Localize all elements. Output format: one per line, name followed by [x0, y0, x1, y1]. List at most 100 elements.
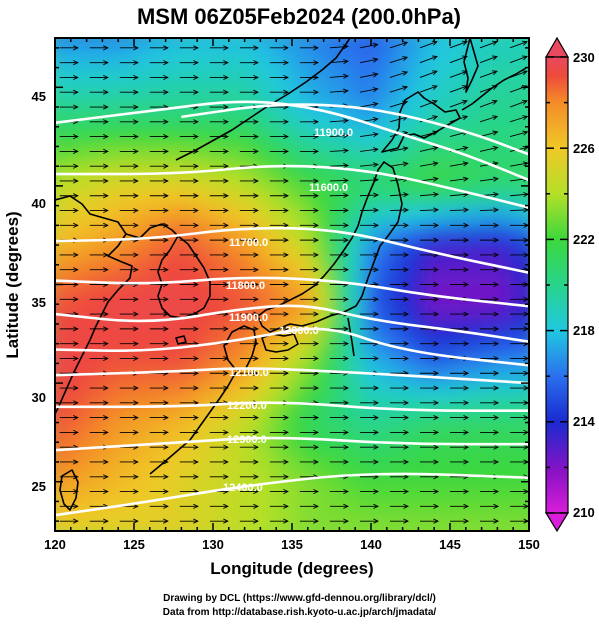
height-contour-line: [55, 100, 529, 182]
wind-arrow-head: [373, 326, 379, 332]
temperature-cell: [157, 383, 175, 404]
wind-arrow-head: [133, 474, 139, 480]
wind-arrow-head: [133, 341, 139, 347]
temperature-cell: [55, 521, 64, 531]
temperature-cell: [505, 107, 523, 128]
temperature-cell: [347, 422, 365, 444]
wind-arrow-head: [163, 385, 169, 391]
temperature-cell: [521, 126, 529, 148]
contour-label: 11800.0: [226, 280, 265, 292]
wind-arrow-head: [403, 281, 409, 288]
wind-arrow-shaft: [479, 85, 498, 93]
temperature-cell: [62, 245, 80, 266]
temperature-cell: [284, 402, 301, 424]
y-tick-labels: 25 30 35 40 45: [32, 89, 46, 494]
temperature-cell: [410, 284, 428, 306]
temperature-cell: [205, 225, 222, 247]
temperature-cell: [205, 501, 222, 523]
temperature-cell: [126, 422, 143, 444]
temperature-cell: [378, 323, 396, 345]
temperature-cell: [236, 343, 254, 365]
wind-arrow-head: [343, 296, 349, 302]
wind-arrow-head: [463, 385, 470, 391]
wind-arrow-head: [343, 415, 349, 421]
temperature-cell: [410, 185, 428, 207]
wind-arrow-head: [223, 415, 229, 421]
temperature-cell: [141, 461, 159, 483]
wind-arrow-head: [402, 41, 409, 47]
temperature-cell: [55, 402, 64, 424]
x-tick-labels: 120 125 130 135 140 145 150: [44, 537, 540, 552]
temperature-cell: [268, 245, 286, 266]
wind-arrow-head: [313, 148, 319, 154]
temperature-cell: [315, 521, 333, 531]
temperature-cell: [331, 402, 349, 424]
temperature-cell: [378, 343, 396, 365]
temperature-cell: [394, 67, 412, 89]
temperature-cell: [268, 402, 286, 424]
wind-arrow-shaft: [509, 162, 528, 167]
temperature-cell: [299, 481, 317, 503]
temperature-cell: [315, 87, 333, 109]
wind-arrow-head: [73, 503, 79, 509]
temperature-cell: [236, 501, 254, 523]
wind-arrow-head: [163, 459, 169, 465]
contour-label: 12200.0: [227, 400, 267, 412]
wind-arrow-head: [73, 134, 79, 140]
wind-arrow-head: [193, 207, 199, 214]
wind-arrow-head: [283, 296, 289, 302]
temperature-cell: [78, 107, 96, 128]
temperature-cell: [473, 245, 491, 266]
temperature-cell: [410, 343, 428, 365]
temperature-cell: [363, 245, 380, 266]
wind-arrow-head: [253, 178, 259, 184]
temperature-cell: [252, 521, 270, 531]
temperature-cell: [331, 323, 349, 345]
wind-arrow-head: [313, 488, 319, 495]
wind-arrow-shaft: [419, 162, 438, 167]
wind-arrow-head: [163, 474, 169, 480]
wind-arrow-shaft: [509, 131, 528, 138]
wind-arrow-head: [431, 85, 438, 90]
wind-arrow-head: [283, 518, 289, 524]
temperature-cell: [110, 87, 128, 109]
temperature-cell: [299, 38, 317, 49]
wind-arrow-head: [402, 161, 409, 167]
wind-arrow-head: [463, 370, 470, 376]
temperature-cell: [173, 185, 191, 207]
wind-arrow-head: [73, 148, 79, 154]
wind-arrow-shaft: [510, 193, 529, 197]
temperature-cell: [220, 126, 238, 148]
wind-arrow-head: [373, 355, 379, 362]
temperature-cell: [363, 166, 380, 187]
temperature-cell: [173, 87, 191, 109]
temperature-cell: [94, 304, 112, 325]
wind-arrow-head: [73, 178, 79, 184]
temperature-cell: [110, 481, 128, 503]
temperature-cell: [205, 185, 222, 207]
wind-arrow-head: [313, 134, 319, 140]
temperature-cell: [157, 501, 175, 523]
wind-arrow-head: [163, 134, 169, 140]
temperature-cell: [315, 245, 333, 266]
temperature-cell: [378, 383, 396, 404]
wind-arrow-head: [373, 400, 379, 406]
temperature-cell: [62, 205, 80, 227]
temperature-cell: [410, 521, 428, 531]
temperature-cell: [55, 383, 64, 404]
wind-arrow-head: [103, 89, 109, 95]
temperature-cell: [394, 146, 412, 168]
wind-arrow-shaft: [449, 70, 468, 78]
temperature-cell: [473, 304, 491, 325]
temperature-cell: [157, 87, 175, 109]
temperature-cell: [236, 38, 254, 49]
temperature-cell: [363, 185, 380, 207]
temperature-cell: [220, 38, 238, 49]
temperature-cell: [205, 67, 222, 89]
temperature-cell: [489, 38, 507, 49]
wind-arrow-head: [372, 42, 379, 48]
wind-arrow-head: [343, 207, 349, 213]
wind-arrow-head: [103, 474, 109, 480]
temperature-cell: [457, 501, 475, 523]
temperature-cell: [94, 126, 112, 148]
